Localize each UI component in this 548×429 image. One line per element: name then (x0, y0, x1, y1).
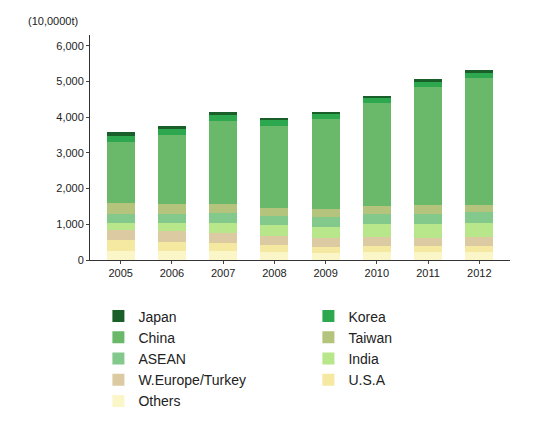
svg-text:Others: Others (138, 393, 180, 409)
svg-text:2012: 2012 (467, 267, 491, 279)
svg-text:U.S.A: U.S.A (348, 372, 385, 388)
svg-text:6,000: 6,000 (56, 40, 84, 52)
svg-text:Korea: Korea (348, 309, 386, 325)
svg-text:5,000: 5,000 (56, 75, 84, 87)
svg-text:0: 0 (78, 254, 84, 266)
svg-text:ASEAN: ASEAN (138, 351, 185, 367)
svg-text:2008: 2008 (262, 267, 286, 279)
svg-text:China: China (138, 330, 175, 346)
svg-text:India: India (348, 351, 379, 367)
svg-text:2005: 2005 (108, 267, 132, 279)
svg-text:2,000: 2,000 (56, 182, 84, 194)
svg-text:(10,0000t): (10,0000t) (28, 15, 78, 27)
svg-text:Taiwan: Taiwan (348, 330, 392, 346)
svg-text:2007: 2007 (211, 267, 235, 279)
svg-text:W.Europe/Turkey: W.Europe/Turkey (138, 372, 246, 388)
svg-text:2011: 2011 (416, 267, 440, 279)
svg-text:2009: 2009 (313, 267, 337, 279)
svg-text:2006: 2006 (160, 267, 184, 279)
svg-text:1,000: 1,000 (56, 218, 84, 230)
svg-text:2010: 2010 (365, 267, 389, 279)
svg-text:4,000: 4,000 (56, 111, 84, 123)
svg-text:3,000: 3,000 (56, 147, 84, 159)
svg-text:Japan: Japan (138, 309, 176, 325)
